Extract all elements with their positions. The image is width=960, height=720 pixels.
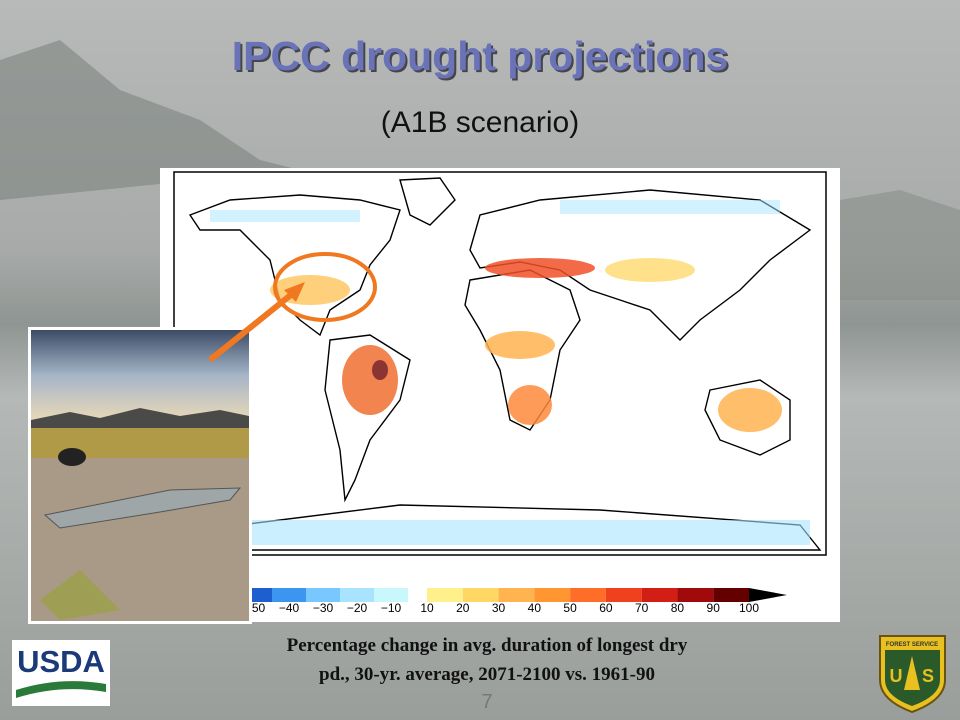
colorbar-swatch (641, 588, 678, 602)
colorbar-label: 90 (707, 601, 721, 615)
subtitle: (A1B scenario) (381, 106, 579, 139)
forest-service-shield: FOREST SERVICE U S (879, 635, 946, 714)
shield-letter: U (890, 666, 903, 686)
forest-service-text: FOREST SERVICE (886, 642, 938, 648)
colorbar-swatch (374, 588, 408, 602)
colorbar-label: 20 (456, 601, 470, 615)
arrow-shaft (208, 291, 294, 363)
colorbar-label: 70 (635, 601, 649, 615)
shield-letter: S (922, 666, 934, 686)
colorbar-label: −10 (381, 601, 402, 615)
colorbar-label: −40 (279, 601, 300, 615)
caption-line: Percentage change in avg. duration of lo… (287, 635, 688, 656)
colorbar-swatch (570, 588, 606, 602)
north-america (188, 194, 401, 337)
caption-line: pd., 30-yr. average, 2071-2100 vs. 1961-… (319, 664, 655, 685)
colorbar-swatch (306, 588, 340, 602)
shield-tree (904, 656, 920, 690)
colorbar: −50 −40 −30 −20 −10 10 20 30 40 50 60 70 80 90 100 (238, 588, 787, 615)
highlight-ellipse (273, 252, 377, 322)
colorbar-swatch (605, 588, 642, 602)
map-shading (200, 200, 810, 545)
usda-logo-bg (12, 640, 110, 706)
colorbar-label: 100 (739, 601, 759, 615)
colorbar-swatch (340, 588, 374, 602)
photo-sky (31, 330, 249, 420)
greenland (399, 177, 456, 226)
colorbar-swatch (713, 588, 749, 602)
colorbar-label: 60 (599, 601, 613, 615)
usda-text: USDA (17, 644, 105, 679)
photo-boat (43, 487, 242, 529)
page-number: 7 (481, 691, 492, 713)
colorbar-label: 30 (492, 601, 506, 615)
colorbar-label: −20 (347, 601, 368, 615)
map-figure: −50 −40 −30 −20 −10 10 20 30 40 50 60 70 80 90 100 (160, 168, 840, 622)
colorbar-swatch (677, 588, 714, 602)
colorbar-swatch (427, 588, 463, 602)
colorbar-swatch (272, 588, 306, 602)
colorbar-label: 10 (420, 601, 434, 615)
usda-swoosh (16, 681, 106, 698)
colorbar-swatch (534, 588, 571, 602)
photo-mountains (31, 408, 249, 430)
colorbar-swatch (498, 588, 535, 602)
title-shadow: IPCC drought projections (234, 35, 731, 81)
bg-trees (840, 190, 960, 300)
usda-logo: USDA (12, 640, 110, 706)
colorbar-label: −30 (313, 601, 334, 615)
colorbar-arrow (749, 588, 787, 602)
photo-tire (58, 448, 86, 466)
colorbar-label: 40 (528, 601, 542, 615)
colorbar-label: 50 (563, 601, 577, 615)
photo-weeds (40, 570, 120, 620)
bg-trees (0, 40, 300, 200)
colorbar-swatch (462, 588, 499, 602)
title: IPCC drought projections (232, 33, 729, 79)
photo (28, 327, 252, 624)
colorbar-label: 80 (671, 601, 685, 615)
arrow-head (284, 282, 305, 302)
